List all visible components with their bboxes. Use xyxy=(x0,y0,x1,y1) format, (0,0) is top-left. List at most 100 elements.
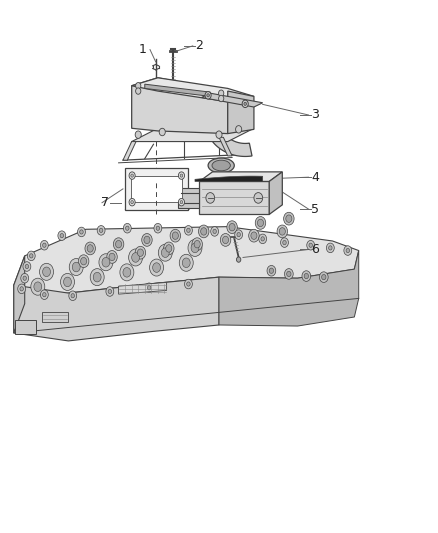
Polygon shape xyxy=(201,93,263,107)
Circle shape xyxy=(81,257,87,265)
Circle shape xyxy=(150,259,163,276)
Circle shape xyxy=(219,95,224,102)
Polygon shape xyxy=(132,128,254,142)
Circle shape xyxy=(321,274,326,280)
Text: 6: 6 xyxy=(311,243,319,256)
Circle shape xyxy=(120,264,134,281)
Circle shape xyxy=(78,227,85,237)
Circle shape xyxy=(205,92,211,99)
Circle shape xyxy=(172,232,178,239)
Circle shape xyxy=(113,238,124,251)
Circle shape xyxy=(20,287,23,291)
Circle shape xyxy=(25,264,28,269)
Circle shape xyxy=(249,229,259,242)
Polygon shape xyxy=(131,175,182,202)
Circle shape xyxy=(163,242,174,255)
Circle shape xyxy=(220,233,231,246)
Circle shape xyxy=(187,228,190,232)
Circle shape xyxy=(236,126,242,133)
Circle shape xyxy=(40,240,48,250)
Circle shape xyxy=(201,228,207,235)
Circle shape xyxy=(180,174,183,177)
Circle shape xyxy=(328,246,332,250)
Circle shape xyxy=(78,255,89,268)
Circle shape xyxy=(309,243,312,247)
Circle shape xyxy=(64,277,71,287)
Circle shape xyxy=(188,239,202,256)
Circle shape xyxy=(85,242,95,255)
Text: 1: 1 xyxy=(139,43,147,56)
Circle shape xyxy=(216,131,222,139)
Polygon shape xyxy=(132,78,254,102)
Circle shape xyxy=(129,172,135,179)
Circle shape xyxy=(138,249,144,256)
Circle shape xyxy=(211,227,219,236)
Circle shape xyxy=(304,273,308,279)
Circle shape xyxy=(109,253,115,261)
Circle shape xyxy=(108,289,112,294)
Circle shape xyxy=(42,293,46,297)
Circle shape xyxy=(72,262,80,272)
Circle shape xyxy=(170,229,180,242)
Circle shape xyxy=(219,90,224,96)
Circle shape xyxy=(178,198,184,206)
Circle shape xyxy=(23,262,31,271)
Circle shape xyxy=(158,244,172,261)
Circle shape xyxy=(279,228,286,235)
Circle shape xyxy=(346,248,350,253)
Circle shape xyxy=(116,240,122,248)
Circle shape xyxy=(80,230,83,234)
Circle shape xyxy=(161,248,169,257)
Circle shape xyxy=(71,294,74,298)
Circle shape xyxy=(87,245,93,252)
Circle shape xyxy=(129,249,143,266)
Polygon shape xyxy=(132,78,228,134)
Circle shape xyxy=(213,229,216,233)
Circle shape xyxy=(319,272,328,282)
Circle shape xyxy=(23,276,26,280)
Circle shape xyxy=(287,271,291,277)
Ellipse shape xyxy=(208,158,234,173)
Circle shape xyxy=(255,216,266,229)
Circle shape xyxy=(285,269,293,279)
Circle shape xyxy=(97,225,105,235)
Circle shape xyxy=(39,263,53,280)
Polygon shape xyxy=(269,172,283,214)
Polygon shape xyxy=(123,142,136,160)
Circle shape xyxy=(267,265,276,276)
Ellipse shape xyxy=(212,160,230,171)
Polygon shape xyxy=(42,312,68,322)
Polygon shape xyxy=(14,256,25,333)
Circle shape xyxy=(135,246,146,259)
Circle shape xyxy=(254,192,263,203)
Text: 2: 2 xyxy=(195,39,203,52)
Circle shape xyxy=(269,268,274,273)
Circle shape xyxy=(277,225,288,238)
Circle shape xyxy=(60,273,74,290)
Circle shape xyxy=(129,198,135,206)
Circle shape xyxy=(42,267,50,277)
Circle shape xyxy=(227,221,237,233)
Polygon shape xyxy=(15,320,35,334)
Circle shape xyxy=(42,243,46,247)
Polygon shape xyxy=(219,138,232,156)
Polygon shape xyxy=(228,91,254,134)
Circle shape xyxy=(251,232,257,239)
Circle shape xyxy=(237,232,240,237)
Circle shape xyxy=(34,282,42,292)
Circle shape xyxy=(198,225,209,238)
Polygon shape xyxy=(14,227,359,296)
Circle shape xyxy=(344,246,352,255)
Polygon shape xyxy=(145,84,210,96)
Circle shape xyxy=(156,226,159,230)
Text: 7: 7 xyxy=(102,196,110,209)
Polygon shape xyxy=(119,282,166,294)
Circle shape xyxy=(223,236,229,244)
Circle shape xyxy=(131,174,134,177)
Circle shape xyxy=(284,212,294,225)
Circle shape xyxy=(21,273,28,283)
Circle shape xyxy=(184,279,192,289)
Circle shape xyxy=(281,238,288,247)
Circle shape xyxy=(18,284,25,294)
Circle shape xyxy=(144,236,150,244)
